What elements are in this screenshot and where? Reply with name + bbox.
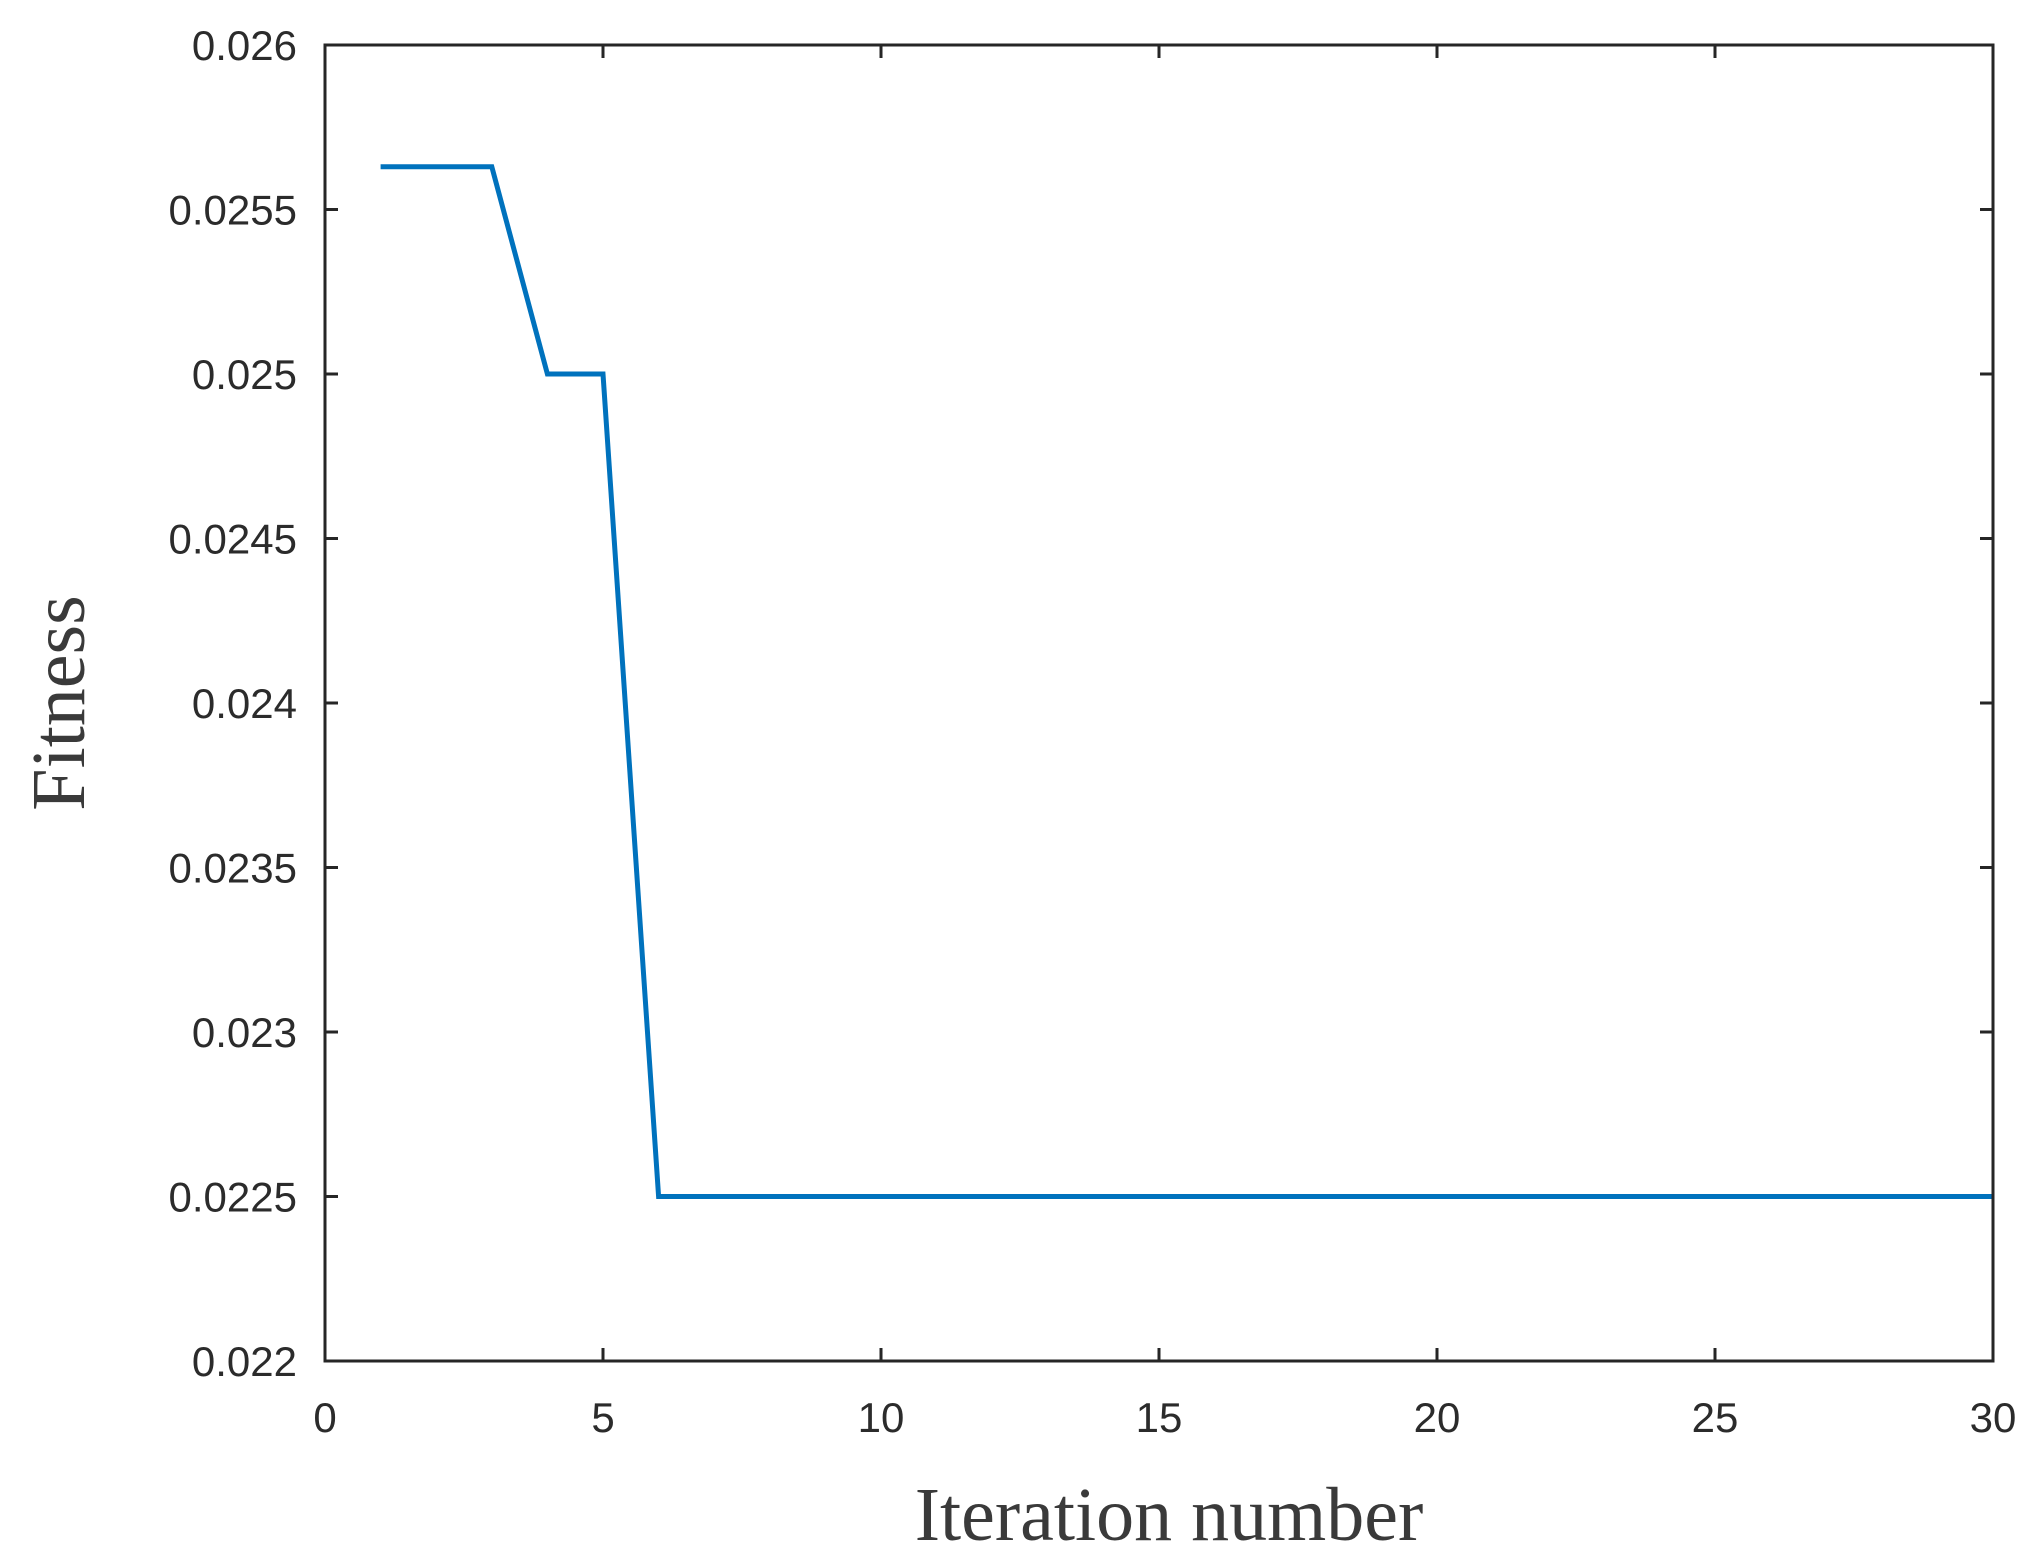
x-tick-label: 10 xyxy=(858,1394,905,1441)
x-tick-label: 30 xyxy=(1970,1394,2017,1441)
plot-area-frame xyxy=(323,43,1995,1363)
series-layer xyxy=(380,164,1993,1199)
x-tick-label: 5 xyxy=(591,1394,614,1441)
y-tick-labels: 0.022 0.0225 0.023 0.0235 0.024 0.0245 0.025 0.… xyxy=(169,22,297,1385)
x-tick-label: 0 xyxy=(313,1394,336,1441)
fitness-series-line xyxy=(380,164,1993,1199)
y-axis-title: Fitness xyxy=(17,595,101,810)
y-tick-label: 0.024 xyxy=(192,680,297,727)
y-tick-label: 0.0225 xyxy=(169,1174,297,1221)
y-tick-label: 0.0235 xyxy=(169,845,297,892)
x-axis-title: Iteration number xyxy=(915,1473,1424,1557)
y-tick-label: 0.025 xyxy=(192,351,297,398)
x-tick-label: 25 xyxy=(1692,1394,1739,1441)
y-tick-label: 0.0245 xyxy=(169,516,297,563)
y-tick-label: 0.022 xyxy=(192,1338,297,1385)
x-tick-label: 20 xyxy=(1414,1394,1461,1441)
x-tick-labels: 0 5 10 15 20 25 30 xyxy=(313,1394,2016,1441)
y-tick-label: 0.026 xyxy=(192,22,297,69)
y-tick-label: 0.0255 xyxy=(169,187,297,234)
x-tick-label: 15 xyxy=(1136,1394,1183,1441)
y-tick-label: 0.023 xyxy=(192,1009,297,1056)
